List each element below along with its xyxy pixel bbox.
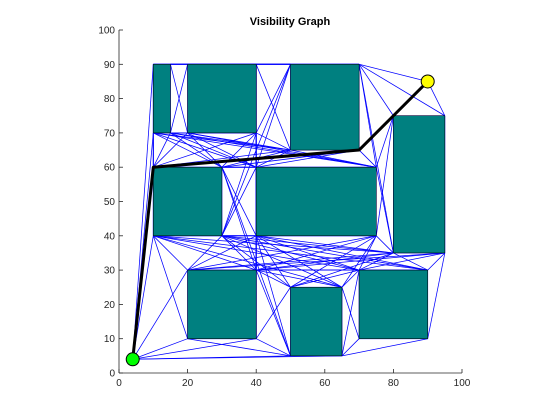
x-tick-label: 100 [454, 378, 471, 389]
visibility-edge [256, 235, 394, 254]
visibility-edge [290, 269, 360, 288]
visibility-edge [427, 252, 446, 339]
y-tick-label: 20 [104, 300, 116, 311]
start-point [125, 352, 140, 367]
visibility-edge [153, 132, 188, 168]
shortest-path-line [131, 80, 429, 360]
visibility-edge [132, 355, 342, 360]
chart-title: Visibility Graph [250, 16, 331, 28]
visibility-edge [132, 338, 188, 360]
visibility-edge [359, 63, 428, 82]
obstacles [153, 64, 446, 357]
obstacle [153, 166, 223, 237]
visibility-edge [187, 235, 377, 271]
visibility-edge [375, 115, 394, 236]
visibility-edge [187, 338, 291, 357]
visibility-edge [153, 132, 257, 168]
visibility-edge [358, 149, 377, 168]
y-tick-label: 80 [104, 94, 116, 105]
y-tick-label: 50 [104, 197, 116, 208]
visibility-edge [152, 235, 188, 339]
visibility-edge [153, 132, 377, 168]
visibility-edge [290, 235, 377, 288]
visibility-edge [255, 64, 291, 168]
visibility-edge [152, 132, 171, 168]
visibility-edge [375, 235, 394, 254]
visibility-edge [221, 167, 257, 271]
visibility-edge [358, 235, 377, 271]
visibility-edge [358, 64, 394, 116]
visibility-edge [427, 252, 446, 271]
y-tick-label: 90 [104, 60, 116, 71]
visibility-edge [255, 64, 291, 134]
obstacle [187, 64, 257, 134]
visibility-edge [187, 252, 394, 271]
visibility-edge [170, 64, 188, 133]
endpoints [125, 74, 435, 367]
visibility-edge [221, 64, 291, 236]
x-tick-label: 60 [319, 378, 331, 389]
visibility-edge [256, 235, 360, 271]
visibility-edge [187, 235, 223, 271]
y-tick-label: 30 [104, 266, 116, 277]
obstacle [358, 269, 428, 339]
axes: 0 20 40 60 80 100 0 10 20 30 40 50 60 70 80 90 100 [98, 26, 470, 390]
visibility-edge [341, 338, 428, 357]
visibility-edge [341, 269, 360, 288]
visibility-edge [255, 235, 291, 356]
visibility-edge [170, 132, 377, 168]
visibility-edge [255, 269, 291, 356]
visibility-edge [153, 235, 188, 271]
obstacle [393, 115, 446, 254]
visibility-edge [375, 167, 394, 254]
visibility-edge [187, 235, 257, 271]
y-tick-label: 10 [104, 334, 116, 345]
obstacle [255, 166, 377, 237]
visibility-edge [256, 235, 428, 271]
visibility-edge [132, 64, 154, 360]
visibility-edge [170, 132, 257, 168]
y-tick-label: 0 [109, 369, 115, 380]
visibility-edge [256, 338, 291, 357]
visibility-edge [290, 149, 377, 168]
y-tick-label: 70 [104, 128, 116, 139]
visibility-edge [187, 132, 377, 168]
visibility-edge [221, 235, 343, 288]
visibility-edge [221, 132, 257, 236]
visibility-edge [221, 235, 257, 271]
visibility-edge [256, 269, 343, 288]
goal-point [420, 74, 435, 89]
y-tick-label: 60 [104, 163, 116, 174]
x-tick-label: 40 [251, 378, 263, 389]
obstacle [290, 64, 360, 151]
visibility-edge [132, 269, 188, 360]
visibility-edge [358, 63, 446, 117]
visibility-edge [256, 235, 343, 288]
visibility-edge [221, 167, 257, 236]
visibility-edge [341, 235, 377, 288]
visibility-edge [256, 252, 394, 271]
visibility-edge [255, 235, 291, 288]
visibility-edge [256, 269, 291, 288]
shortest-path [131, 80, 429, 360]
visibility-edge [187, 252, 445, 271]
x-tick-label: 20 [182, 378, 194, 389]
visibility-edge [358, 252, 394, 271]
visibility-edge [358, 64, 394, 254]
y-tick-label: 40 [104, 231, 116, 242]
x-tick-label: 0 [116, 378, 122, 389]
obstacle [290, 287, 343, 357]
x-tick-label: 80 [388, 378, 400, 389]
visibility-edge [341, 338, 360, 357]
visibility-edge [359, 252, 445, 271]
visibility-edge [132, 338, 257, 360]
visibility-edge [341, 287, 360, 339]
visibility-edge [375, 115, 394, 168]
obstacle [153, 64, 171, 134]
visibility-edge [256, 252, 445, 271]
y-tick-label: 100 [98, 26, 115, 37]
obstacle [187, 269, 257, 339]
